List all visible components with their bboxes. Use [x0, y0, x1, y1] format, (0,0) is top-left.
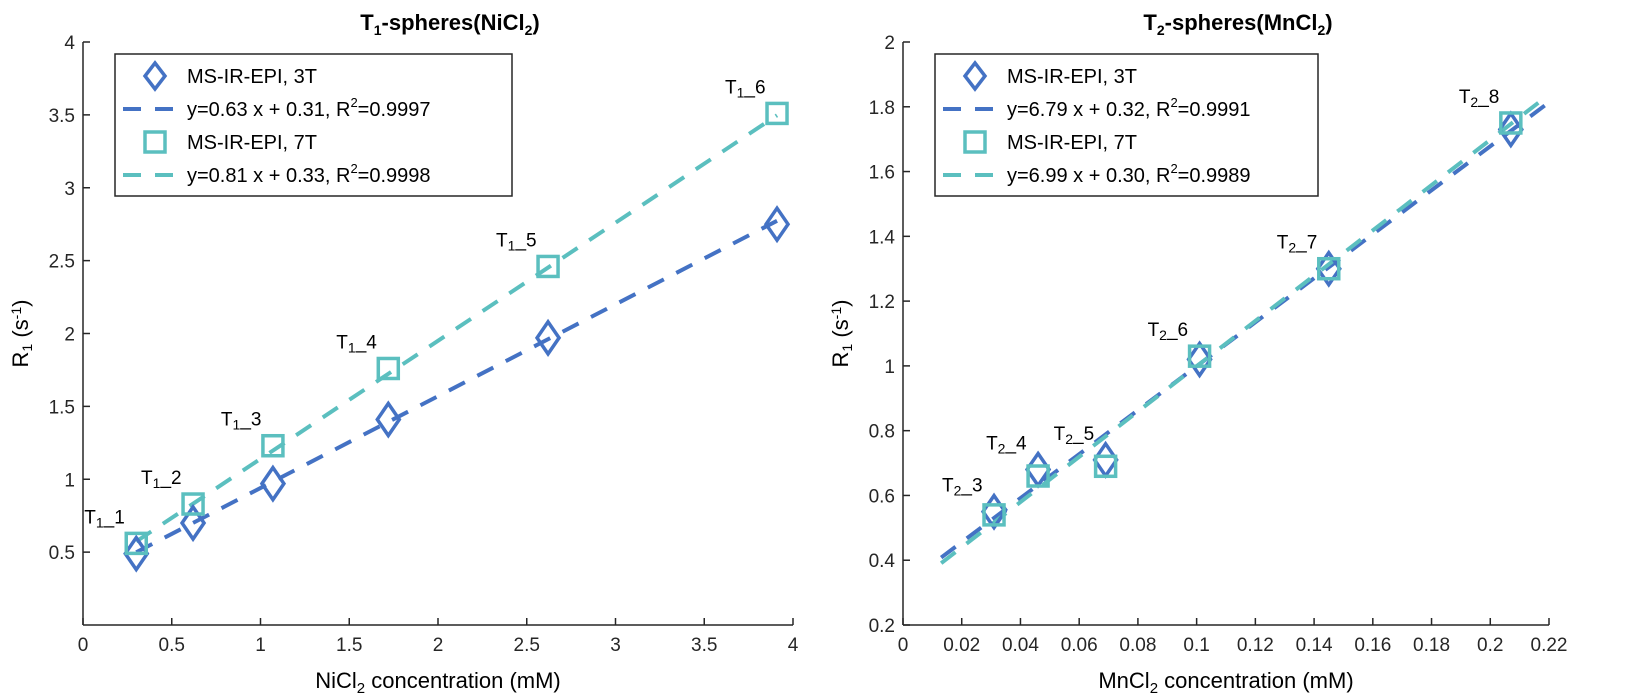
y-tick-label: 2 [884, 33, 895, 54]
y-tick-label: 3.5 [49, 106, 75, 127]
data-point-3t [1092, 440, 1119, 479]
y-tick-label: 2.5 [49, 252, 75, 273]
x-tick-label: 0.18 [1413, 635, 1450, 656]
chart-title: T1-spheres(NiCl2) [360, 10, 539, 38]
legend-diamond-icon [142, 60, 168, 92]
fit-line-3t [135, 219, 778, 555]
chart-title: T2-spheres(MnCl2) [1143, 10, 1332, 38]
x-tick-label: 3.5 [691, 635, 717, 656]
x-axis-label: NiCl2 concentration (mM) [315, 668, 561, 697]
legend-entry: y=6.99 x + 0.30, R2=0.9989 [1007, 161, 1251, 187]
fit-line-7t [135, 113, 779, 544]
x-tick-label: 2.5 [514, 635, 540, 656]
x-tick-label: 0.08 [1119, 635, 1156, 656]
x-tick-label: 1.5 [336, 635, 362, 656]
x-tick-label: 0.02 [943, 635, 980, 656]
data-point-3t [763, 205, 791, 244]
legend-diamond-icon [962, 60, 988, 92]
x-tick-label: 0 [898, 635, 909, 656]
data-point-7t [1499, 111, 1523, 135]
y-tick-label: 0.8 [869, 422, 895, 443]
data-point-7t [982, 503, 1006, 527]
point-annotation: T2_8 [1459, 87, 1500, 110]
y-tick-label: 0.2 [869, 616, 895, 637]
data-point-7t [536, 254, 560, 279]
point-annotation: T2_3 [942, 476, 983, 499]
y-tick-label: 0.4 [869, 551, 896, 572]
x-tick-label: 0.2 [1477, 635, 1503, 656]
legend-entry: MS-IR-EPI, 7T [187, 132, 317, 154]
legend-entry: y=0.81 x + 0.33, R2=0.9998 [187, 161, 431, 187]
data-point-7t [765, 101, 789, 126]
y-tick-label: 2 [64, 325, 75, 346]
data-point-3t [1186, 340, 1213, 379]
x-tick-label: 0.06 [1061, 635, 1098, 656]
x-tick-label: 0.22 [1531, 635, 1568, 656]
data-point-3t [1315, 249, 1342, 288]
point-annotation: T2_5 [1054, 424, 1095, 447]
data-point-7t [124, 531, 148, 556]
chart-panel-2: 0 0.02 0.04 0.06 0.08 0.1 0.12 0.14 0.16 0.18 0.2 0… [828, 10, 1567, 697]
y-tick-label: 1.8 [869, 98, 895, 119]
legend-entry: MS-IR-EPI, 7T [1007, 132, 1137, 154]
legend-entry: MS-IR-EPI, 3T [187, 66, 317, 88]
legend-entry: y=6.79 x + 0.32, R2=0.9991 [1007, 95, 1251, 121]
x-axis-label: MnCl2 concentration (mM) [1098, 668, 1353, 697]
chart-panel-1: 0 0.5 1 1.5 2 2.5 3 3.5 4 0.5 1 1.5 2 2.5 3 3.5 4 T1-sphe… [8, 10, 799, 697]
data-point-3t [259, 464, 287, 503]
point-annotation: T1_1 [84, 507, 125, 530]
data-point-3t [123, 534, 150, 573]
x-tick-label: 2 [433, 635, 444, 656]
y-tick-label: 1.4 [869, 227, 896, 248]
y-axis-label: R1 (s-1) [828, 300, 855, 368]
y-tick-label: 1 [884, 357, 895, 378]
point-annotation: T1_5 [496, 230, 537, 253]
data-point-3t [375, 400, 402, 439]
y-tick-label: 0.5 [49, 543, 75, 564]
data-point-7t [1026, 464, 1050, 488]
point-annotation: T2_6 [1148, 320, 1189, 343]
x-tick-label: 0.12 [1237, 635, 1274, 656]
y-axis-label: R1 (s-1) [8, 300, 35, 368]
point-annotation: T2_4 [986, 434, 1027, 457]
x-tick-label: 0.04 [1002, 635, 1039, 656]
y-tick-label: 1.6 [869, 163, 895, 184]
point-annotation: T1_6 [725, 77, 766, 100]
x-tick-label: 0.14 [1296, 635, 1333, 656]
point-annotation: T1_4 [336, 332, 377, 355]
point-annotation: T2_7 [1277, 233, 1318, 256]
data-point-7t [1093, 454, 1118, 479]
y-tick-label: 4 [64, 33, 75, 54]
data-point-7t [261, 433, 285, 458]
legend-box [114, 53, 513, 197]
legend-entry: y=0.63 x + 0.31, R2=0.9997 [187, 95, 431, 121]
legend-square-icon [143, 130, 167, 154]
y-tick-label: 1.2 [869, 292, 895, 313]
x-tick-label: 0.16 [1354, 635, 1391, 656]
y-tick-label: 3 [64, 179, 75, 200]
x-tick-label: 1 [255, 635, 266, 656]
data-point-3t [1497, 110, 1524, 149]
legend-entry: MS-IR-EPI, 3T [1007, 66, 1137, 88]
x-tick-label: 0 [78, 635, 89, 656]
data-point-7t [1317, 256, 1341, 281]
y-tick-label: 1.5 [49, 397, 75, 418]
x-tick-label: 4 [788, 635, 799, 656]
point-annotation: T1_3 [221, 410, 262, 433]
data-point-7t [1187, 344, 1212, 368]
x-tick-label: 0.1 [1183, 635, 1209, 656]
y-tick-label: 1 [64, 470, 75, 491]
x-tick-label: 0.5 [159, 635, 185, 656]
data-point-7t [181, 492, 205, 516]
y-tick-label: 0.6 [869, 486, 895, 507]
legend-square-icon [963, 130, 987, 154]
data-point-3t [179, 503, 207, 543]
x-tick-label: 3 [610, 635, 621, 656]
data-point-7t [376, 356, 401, 381]
point-annotation: T1_2 [141, 468, 182, 491]
data-point-3t [534, 318, 562, 357]
legend-box [934, 53, 1319, 197]
